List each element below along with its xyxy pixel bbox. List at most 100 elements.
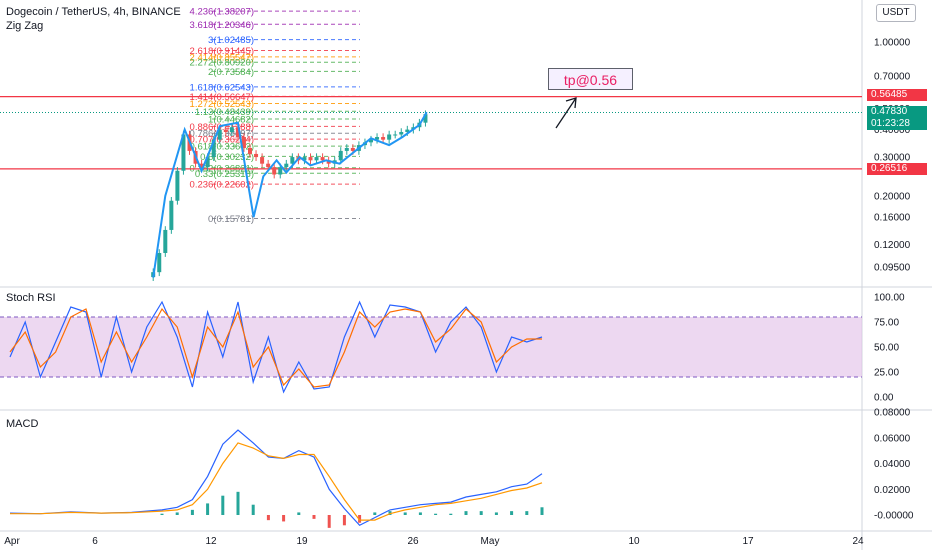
macd-histogram-bar [434, 513, 438, 515]
price-axis-tick: 1.00000 [874, 38, 911, 49]
macd-histogram-bar [175, 512, 179, 515]
candle-body [163, 229, 168, 253]
macd-histogram-bar [449, 513, 453, 515]
time-axis-tick: 10 [628, 536, 640, 547]
fib-level-label: 0.33(0.25318) [195, 169, 254, 180]
candle-body [229, 127, 234, 133]
signal-line [10, 442, 543, 521]
candle-body [290, 157, 295, 164]
candle-body [314, 157, 319, 161]
price-axis-tick: 0.70000 [874, 72, 911, 83]
price-axis-tick: 0.12000 [874, 240, 911, 251]
candle-body [241, 137, 246, 148]
time-axis-tick: May [481, 536, 500, 547]
macd-axis-tick: 0.02000 [874, 485, 911, 496]
candle-body [326, 160, 331, 164]
price-axis-tick: 0.30000 [874, 153, 911, 164]
price-axis-tick: 0.20000 [874, 191, 911, 202]
current-price-tag: 0.47830 [867, 106, 927, 118]
macd-histogram-bar [190, 509, 194, 515]
stoch-rsi-title: Stoch RSI [6, 292, 56, 304]
fib-level-label: 1.618(0.62543) [190, 82, 254, 93]
fib-level-label: 0.786(0.38497) [190, 129, 254, 140]
fib-level-label: 2.414(0.85547) [190, 52, 254, 63]
macd-histogram-bar [403, 512, 407, 515]
zigzag-line [152, 111, 428, 278]
macd-histogram-bar [221, 495, 225, 515]
candle-body [248, 147, 252, 154]
candle-body [217, 129, 222, 140]
macd-axis-tick: 0.08000 [874, 408, 911, 419]
macd-histogram-bar [327, 515, 331, 528]
candle-body [169, 200, 174, 230]
candle-body [278, 167, 283, 175]
macd-axis-tick: 0.06000 [874, 433, 911, 444]
time-axis-tick: 17 [742, 536, 754, 547]
candle-body [272, 167, 277, 175]
fib-level-label: 0.618(0.33642) [190, 142, 254, 153]
time-axis-tick: 24 [852, 536, 864, 547]
candle-body [254, 153, 259, 158]
price-axis-tick: 0.16000 [874, 213, 911, 224]
stoch-axis-tick: 100.00 [874, 293, 905, 304]
candle-body [205, 157, 210, 168]
candle-body [320, 157, 325, 161]
fib-level-label: 1.13(0.48439) [195, 107, 254, 118]
fib-level-label: 0.5(0.30232) [200, 152, 254, 163]
price-axis-tick: 0.40000 [874, 125, 911, 136]
macd-histogram-bar [494, 512, 498, 515]
fib-level-label: 2.618(0.91445) [190, 46, 254, 57]
macd-histogram-bar [464, 511, 468, 515]
macd-histogram-bar [342, 515, 346, 526]
macd-histogram-bar [282, 515, 286, 522]
macd-histogram-bar [266, 515, 270, 521]
candle-body [344, 147, 349, 151]
time-axis-tick: 26 [407, 536, 419, 547]
fib-level-label: 0.886(0.41388) [190, 122, 254, 133]
fib-level-label: 1.272(0.52543) [190, 99, 254, 110]
macd-histogram-bar [388, 511, 392, 515]
tp-annotation[interactable]: tp@0.56 [548, 68, 633, 90]
macd-histogram-bar [160, 513, 164, 515]
candle-body [381, 137, 386, 140]
candle-body [260, 157, 265, 164]
stoch-axis-tick: 0.00 [874, 393, 894, 404]
stoch-d-line [9, 307, 542, 388]
macd-histogram-bar [297, 512, 301, 515]
candle-body [181, 134, 186, 171]
macd-histogram-bar [236, 491, 240, 515]
macd-histogram-bar [525, 511, 529, 515]
time-axis-tick: 6 [92, 536, 98, 547]
candle-body [199, 163, 204, 168]
stoch-band [0, 317, 862, 377]
candle-body [350, 147, 355, 151]
candle-body [157, 252, 162, 273]
macd-line [9, 429, 543, 527]
fib-level-label: 1.414(0.56647) [190, 92, 254, 103]
fib-level-label: 0(0.15781) [208, 214, 254, 225]
fib-level-label: 2.272(0.80920) [190, 58, 254, 69]
stoch-axis-tick: 50.00 [874, 343, 899, 354]
macd-histogram-bar [418, 512, 422, 515]
candle-body [338, 150, 343, 161]
candle-body [302, 157, 307, 161]
currency-button[interactable]: USDT [876, 4, 916, 22]
candle-body [399, 132, 404, 135]
countdown-tag: 01:23:28 [867, 118, 927, 130]
fib-level-label: 0.707(0.36214) [190, 135, 254, 146]
arrow-head [565, 97, 577, 109]
indicator-label[interactable]: Zig Zag [6, 20, 44, 32]
macd-histogram-bar [358, 515, 362, 523]
time-axis-tick: Apr [4, 536, 20, 547]
candle-body [223, 129, 228, 133]
arrow-shaft [555, 97, 577, 129]
macd-histogram-bar [206, 503, 210, 515]
macd-histogram-bar [510, 511, 514, 515]
candle-body [405, 129, 410, 133]
candle-body [175, 170, 180, 201]
candle-body [235, 127, 240, 138]
candle-body [308, 157, 313, 161]
macd-histogram-bar [251, 504, 255, 515]
candle-body [423, 114, 428, 123]
